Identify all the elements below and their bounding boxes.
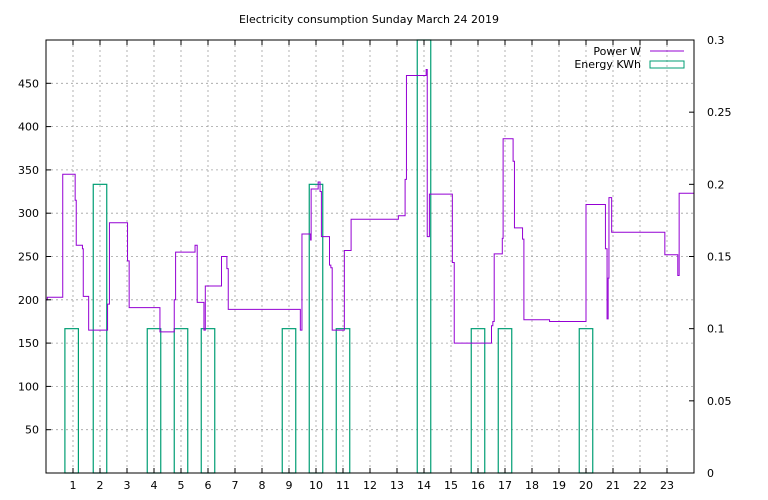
x-tick-label: 20	[579, 479, 593, 492]
x-tick-label: 21	[606, 479, 620, 492]
y-right-tick-label: 0.05	[707, 395, 732, 408]
x-tick-label: 12	[363, 479, 377, 492]
x-tick-label: 2	[97, 479, 104, 492]
x-tick-label: 11	[336, 479, 350, 492]
y-right-tick-label: 0.25	[707, 106, 732, 119]
y-left-tick-label: 300	[18, 207, 39, 220]
legend-energy-label: Energy KWh	[574, 58, 641, 71]
x-tick-label: 8	[259, 479, 266, 492]
x-tick-label: 16	[471, 479, 485, 492]
x-tick-label: 14	[417, 479, 431, 492]
y-left-tick-label: 250	[18, 251, 39, 264]
x-tick-label: 9	[286, 479, 293, 492]
energy-bar	[92, 183, 108, 474]
y-left-tick-label: 200	[18, 294, 39, 307]
y-left-tick-label: 100	[18, 380, 39, 393]
y-left-tick-label: 350	[18, 164, 39, 177]
x-tick-label: 6	[205, 479, 212, 492]
power-line-path	[46, 68, 694, 344]
legend-energy-swatch	[649, 60, 685, 69]
y-right-tick-label: 0.1	[707, 323, 725, 336]
y-left-tick-label: 450	[18, 77, 39, 90]
grid	[46, 40, 694, 473]
x-tick-label: 15	[444, 479, 458, 492]
legend-power-label: Power W	[593, 45, 641, 58]
x-tick-label: 18	[525, 479, 539, 492]
y-right-tick-label: 0	[707, 467, 714, 480]
power-series	[46, 68, 694, 344]
x-tick-label: 23	[660, 479, 674, 492]
x-tick-label: 4	[151, 479, 158, 492]
x-tick-label: 7	[232, 479, 239, 492]
y-left-tick-label: 150	[18, 337, 39, 350]
energy-bar	[64, 328, 80, 474]
x-tick-label: 13	[390, 479, 404, 492]
x-tick-label: 17	[498, 479, 512, 492]
axes: 1 2 3 4 5 6 7 8 9 10 11 12 13 14 15 16 17 18 19 20 21 22 23501…	[18, 34, 732, 492]
x-tick-label: 19	[552, 479, 566, 492]
x-tick-label: 1	[70, 479, 77, 492]
x-tick-label: 5	[178, 479, 185, 492]
y-right-tick-label: 0.15	[707, 251, 732, 264]
x-tick-label: 22	[633, 479, 647, 492]
legend: Power W Energy KWh	[574, 45, 685, 71]
energy-series	[64, 39, 594, 474]
chart-title: Electricity consumption Sunday March 24 …	[239, 13, 499, 26]
x-tick-label: 3	[124, 479, 131, 492]
y-right-tick-label: 0.3	[707, 34, 725, 47]
y-left-tick-label: 400	[18, 121, 39, 134]
y-left-tick-label: 50	[25, 424, 39, 437]
x-tick-label: 10	[309, 479, 323, 492]
y-right-tick-label: 0.2	[707, 178, 725, 191]
